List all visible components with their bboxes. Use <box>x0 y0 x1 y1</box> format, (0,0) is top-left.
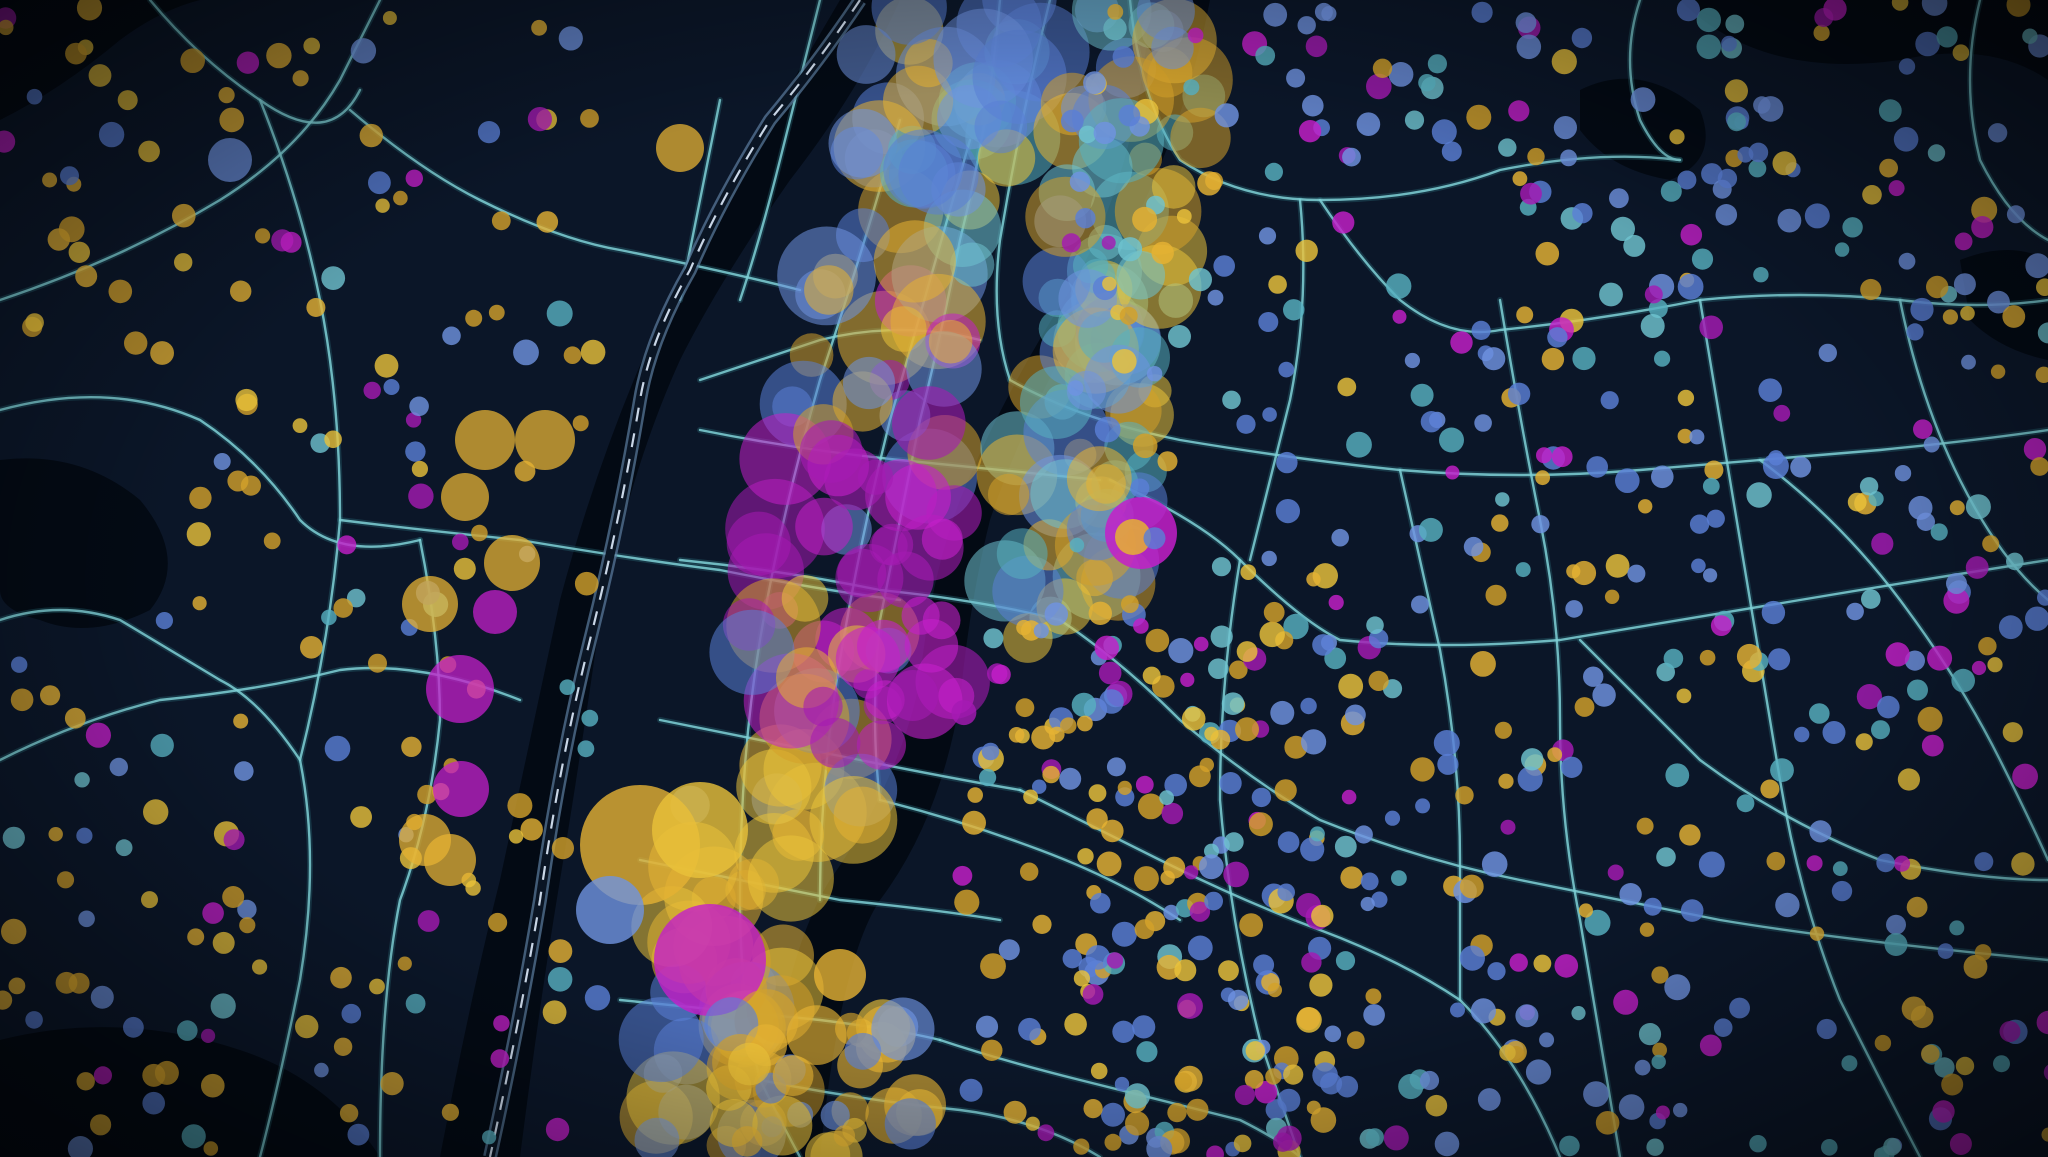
vignette-overlay <box>0 0 2048 1157</box>
map-canvas[interactable] <box>0 0 2048 1157</box>
